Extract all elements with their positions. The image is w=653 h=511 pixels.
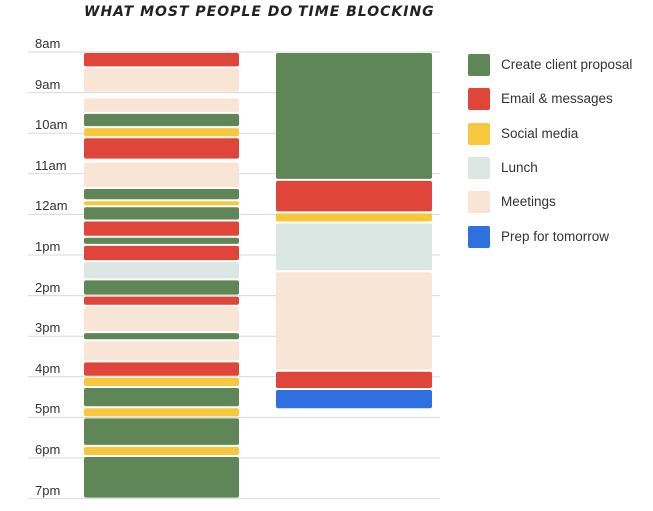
legend-label: Email & messages [501,91,613,107]
legend-swatch [468,191,490,214]
most-people-block-lunch [84,262,239,279]
time-blocking-block-email [276,180,432,212]
most-people-block-proposal [84,456,239,498]
hour-label: 8am [35,36,61,51]
most-people-block-meetings [84,306,239,332]
most-people-block-proposal [84,189,239,200]
hour-label: 3pm [35,320,61,336]
hour-label: 10am [35,117,68,133]
most-people-block-email [84,221,239,236]
legend-swatch [468,88,490,111]
legend-swatch [468,225,490,248]
most-people-block-proposal [84,237,239,244]
column-title-most-people: WHAT MOST PEOPLE DO [84,4,294,20]
most-people-block-proposal [84,113,239,127]
legend-label: Meetings [501,194,556,210]
legend-swatch [468,54,490,76]
hour-label: 5pm [35,401,61,417]
most-people-block-social [84,377,239,386]
hour-label: 6pm [35,442,61,457]
most-people-block-email [84,296,239,305]
most-people-block-email [84,53,239,67]
most-people-block-proposal [84,333,239,340]
legend-label: Social media [501,125,579,141]
time-blocking-block-lunch [276,223,432,271]
time-blocking-block-proposal [276,53,432,179]
time-blocking-block-meetings [276,272,432,370]
legend-swatch [468,156,490,179]
most-people-block-social [84,201,239,206]
time-blocking-block-email [276,371,432,388]
most-people-schedule [84,53,239,498]
most-people-block-meetings [84,68,239,92]
hour-label: 9am [35,76,61,92]
time-blocking-block-prep [276,389,432,409]
most-people-block-social [84,128,239,137]
legend-label: Create client proposal [501,57,633,72]
most-people-block-proposal [84,207,239,220]
legend-label: Prep for tomorrow [501,228,610,244]
column-title-time-blocking: TIME BLOCKING [298,4,435,20]
time-blocking-block-social [276,213,432,222]
legend-label: Lunch [501,159,538,175]
most-people-block-proposal [84,418,239,445]
hour-label: 1pm [35,239,61,254]
most-people-block-meetings [84,98,239,112]
most-people-block-email [84,362,239,376]
hour-label: 11am [35,157,67,173]
most-people-block-social [84,408,239,417]
most-people-block-social [84,446,239,455]
time-blocking-schedule [276,53,432,409]
hour-label: 7pm [35,482,61,498]
hour-label: 4pm [35,360,61,376]
most-people-block-proposal [84,280,239,295]
legend-swatch [468,122,490,145]
most-people-block-meetings [84,341,239,361]
most-people-block-email [84,245,239,261]
hour-label: 2pm [35,279,61,295]
most-people-block-email [84,138,239,159]
most-people-block-proposal [84,387,239,407]
most-people-block-meetings [84,162,239,188]
hour-label: 12am [35,198,68,214]
